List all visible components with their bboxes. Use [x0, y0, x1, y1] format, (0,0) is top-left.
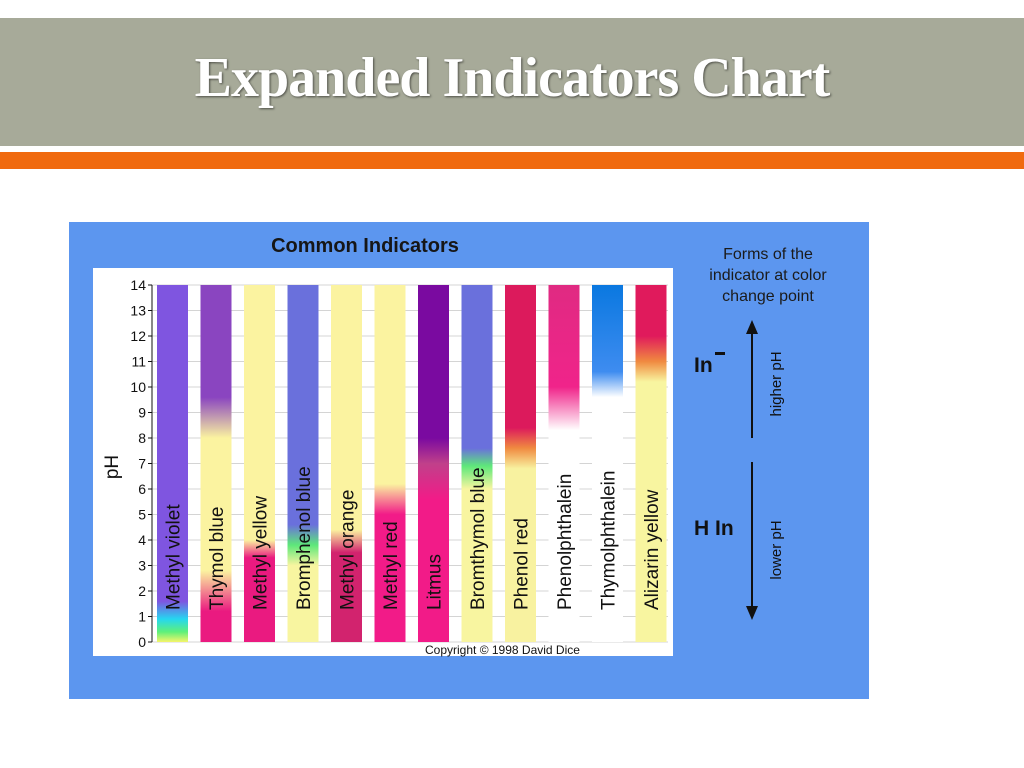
hin-form-label: H In	[694, 517, 734, 540]
indicator-bar	[635, 285, 667, 642]
indicator-label: Bromthymol blue	[468, 467, 489, 610]
indicator-label: Phenol red	[512, 518, 533, 610]
y-tick-label: 2	[138, 583, 146, 599]
indicator-bars	[157, 285, 667, 642]
y-tick-label: 12	[130, 328, 146, 344]
gridlines	[152, 284, 668, 643]
copyright-text: Copyright © 1998 David Dice	[425, 643, 580, 657]
slide-title: Expanded Indicators Chart	[194, 47, 831, 109]
indicator-bar	[157, 285, 188, 642]
indicator-bar	[287, 285, 319, 642]
indicator-bar	[331, 285, 362, 642]
y-tick-label: 8	[138, 430, 146, 446]
accent-bar	[0, 152, 1024, 169]
down-arrow-icon	[746, 462, 758, 620]
indicator-label: Methyl yellow	[251, 496, 272, 610]
minus-sign	[715, 352, 725, 355]
y-tick-label: 1	[138, 609, 146, 625]
indicator-label: Methyl orange	[338, 490, 359, 610]
indicator-label: Bromphenol blue	[294, 466, 315, 610]
up-arrow-icon	[746, 320, 758, 438]
indicator-labels: Methyl violet Thymol blue Methyl yellow Bro…	[164, 466, 664, 610]
y-tick-label: 7	[138, 456, 146, 472]
indicator-bar	[505, 285, 536, 642]
indicator-bar	[418, 285, 449, 642]
y-tick-label: 0	[138, 634, 146, 650]
indicator-bar	[592, 285, 623, 642]
indicator-label: Thymolphthalein	[599, 471, 620, 610]
indicator-bar	[374, 285, 406, 642]
in-form-label: In	[694, 352, 725, 378]
indicator-label: Alizarin yellow	[642, 489, 663, 610]
chart-title: Common Indicators	[271, 235, 459, 257]
y-tick-label: 5	[138, 507, 146, 523]
indicator-label: Methyl red	[381, 521, 402, 610]
indicator-bar	[244, 285, 275, 642]
lower-ph-label: lower pH	[768, 520, 785, 579]
indicator-label: Methyl violet	[164, 504, 185, 610]
indicator-bar	[461, 285, 493, 642]
y-tick-label: 13	[130, 303, 146, 319]
indicator-label: Thymol blue	[207, 507, 228, 611]
forms-caption: Forms of the indicator at color change p…	[709, 246, 827, 305]
title-bar	[0, 18, 1024, 146]
indicator-label: Phenolphthalein	[555, 474, 576, 610]
indicator-bar	[200, 285, 232, 642]
y-tick-label: 3	[138, 558, 146, 574]
y-tick-label: 4	[138, 532, 146, 548]
y-tick-label: 6	[138, 481, 146, 497]
y-axis-label: pH	[102, 455, 123, 479]
indicator-bar	[548, 285, 580, 642]
indicator-label: Litmus	[425, 554, 446, 610]
in-label-text: In	[694, 354, 713, 377]
y-tick-label: 10	[130, 379, 146, 395]
y-tick-label: 9	[138, 405, 146, 421]
y-tick-label: 11	[131, 354, 146, 370]
y-tick-label: 14	[130, 277, 146, 293]
higher-ph-label: higher pH	[768, 351, 785, 416]
